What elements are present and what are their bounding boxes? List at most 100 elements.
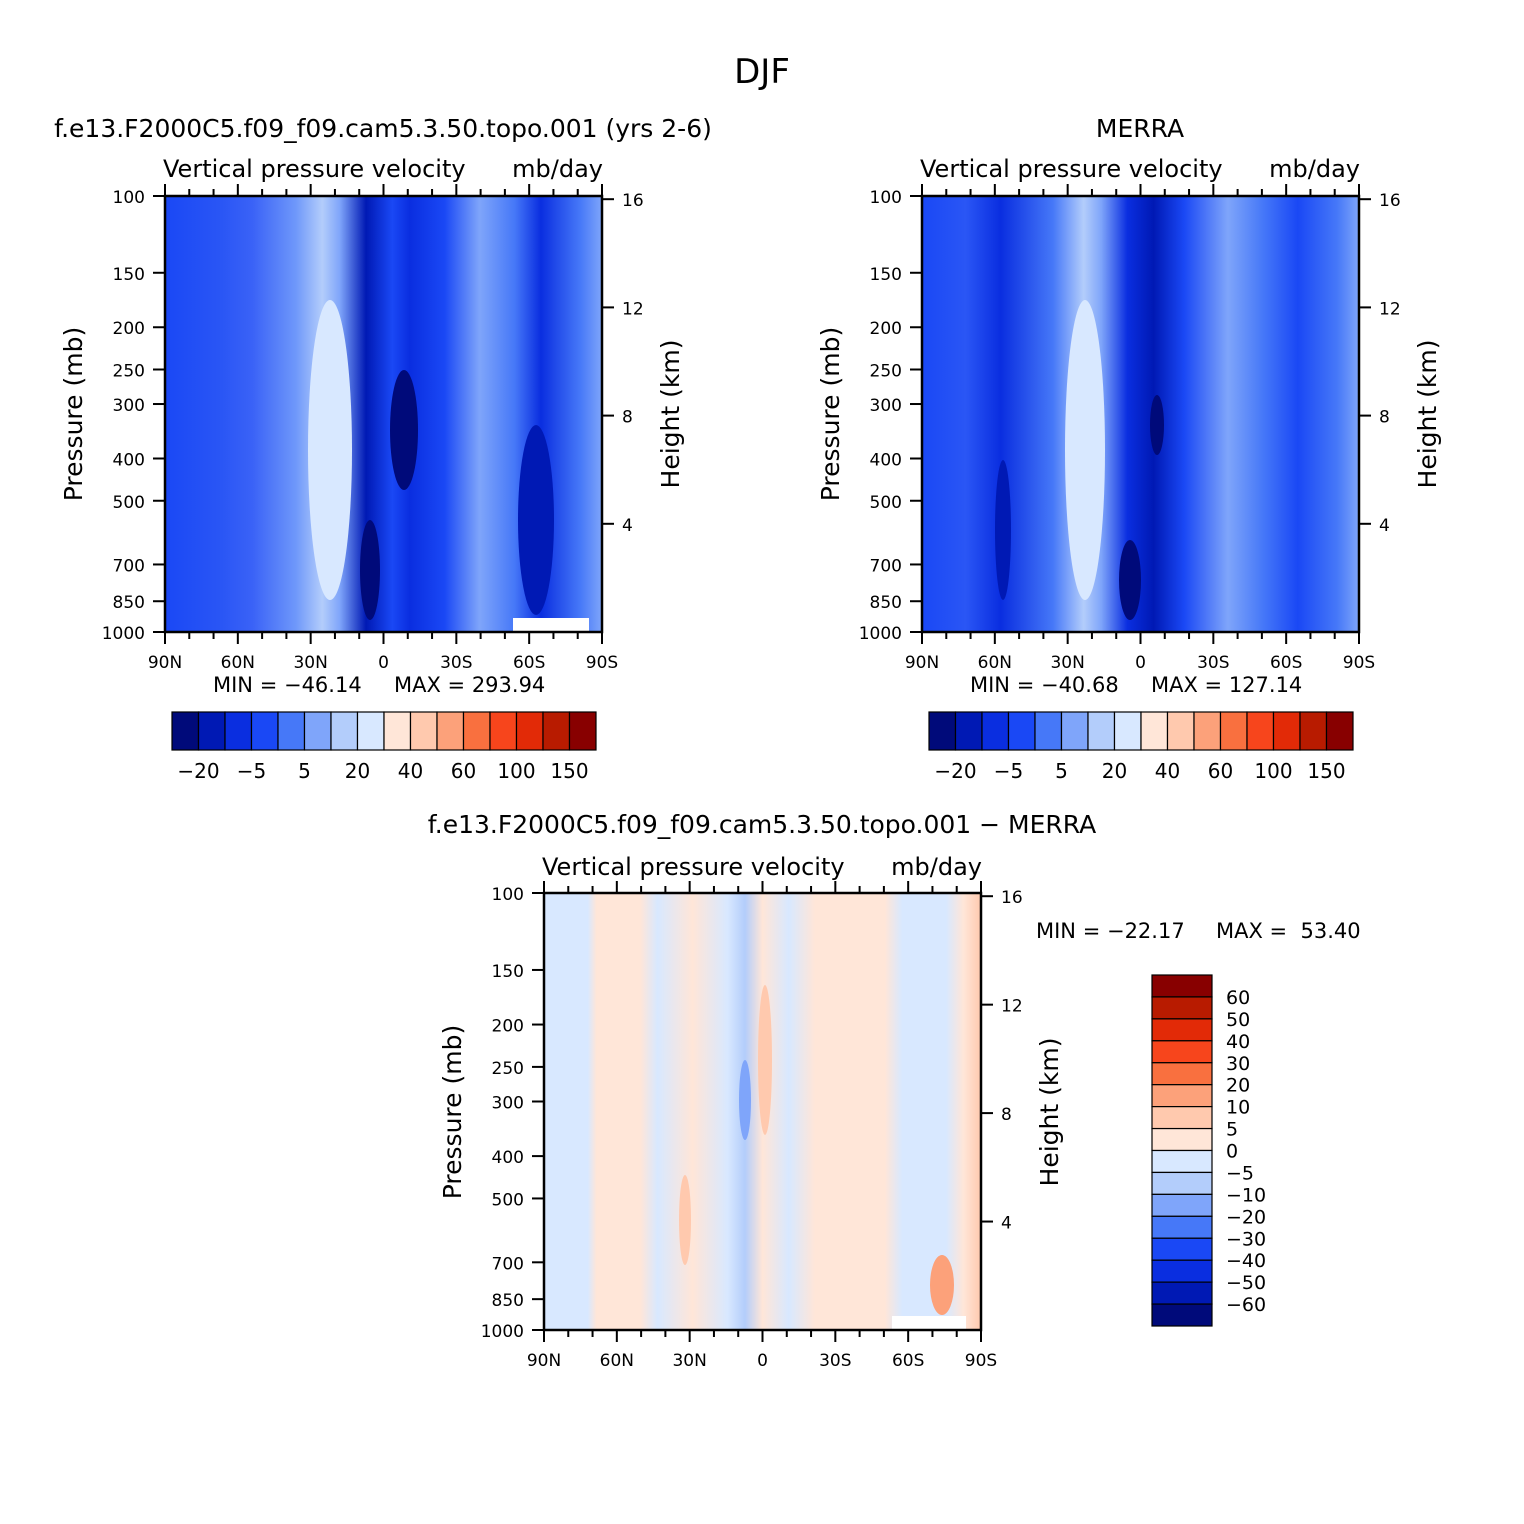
y-axis-label: Pressure (mb) xyxy=(816,327,845,501)
colorbar-swatch xyxy=(171,711,200,751)
x-tick-label: 90N xyxy=(148,653,182,673)
contour-descent-core xyxy=(1119,540,1141,620)
colorbar-label: −5 xyxy=(994,759,1023,783)
colorbar-swatch xyxy=(1151,1018,1213,1042)
y2-tick-label: 12 xyxy=(1379,299,1401,319)
x-tick-label: 60S xyxy=(892,1351,924,1371)
colorbar-labels: −20 −5 5 20 40 60 100 150 xyxy=(177,759,588,783)
y-tick-label: 1000 xyxy=(481,1322,524,1342)
y-axis-label: Pressure (mb) xyxy=(59,327,88,501)
x-tick-label: 30N xyxy=(293,653,327,673)
y-tick-label: 500 xyxy=(492,1190,524,1210)
colorbar-swatch xyxy=(1151,1127,1213,1152)
x-tick-label: 30S xyxy=(1197,653,1229,673)
colorbar-swatch xyxy=(303,711,332,751)
colorbar-swatch xyxy=(1151,996,1213,1020)
y2-axis-ticks: 16 12 8 4 xyxy=(1359,191,1401,536)
min-label: MIN = −46.14 xyxy=(213,673,362,697)
contour-descent-core xyxy=(390,370,418,490)
y2-tick-label: 8 xyxy=(1001,1105,1012,1125)
min-label: MIN = −22.17 xyxy=(1036,919,1185,943)
max-label: MAX = 127.14 xyxy=(1151,673,1302,697)
colorbar xyxy=(928,711,1354,751)
colorbar-label: 50 xyxy=(1226,1009,1250,1031)
colorbar-swatch xyxy=(1113,711,1142,751)
y2-axis-ticks: 16 12 8 4 xyxy=(602,191,644,536)
panel-subtitle-right: mb/day xyxy=(512,155,603,183)
y-tick-label: 250 xyxy=(492,1059,524,1079)
difference-panel: f.e13.F2000C5.f09_f09.cam5.3.50.topo.001… xyxy=(428,810,1361,1371)
colorbar-label: 5 xyxy=(1226,1119,1238,1141)
panel-subtitle-left: Vertical pressure velocity xyxy=(542,853,845,881)
panel-subtitle-left: Vertical pressure velocity xyxy=(920,155,1223,183)
colorbar-label: 5 xyxy=(298,759,311,783)
y2-axis-label: Height (km) xyxy=(1035,1038,1064,1187)
model-panel: f.e13.F2000C5.f09_f09.cam5.3.50.topo.001… xyxy=(54,114,712,783)
colorbar-swatch xyxy=(1151,1171,1213,1195)
colorbar-label: −20 xyxy=(934,759,976,783)
contour-descent-core xyxy=(1150,395,1164,455)
colorbar-label: −5 xyxy=(237,759,266,783)
colorbar-swatch xyxy=(1272,711,1301,751)
y-tick-label: 400 xyxy=(870,450,902,470)
colorbar-swatch xyxy=(1151,1303,1213,1327)
contour-anomaly xyxy=(930,1255,954,1315)
colorbar-swatch xyxy=(1151,1193,1213,1217)
colorbar-swatch xyxy=(250,711,279,751)
colorbar-swatch xyxy=(1151,1149,1213,1174)
contour-descent-core xyxy=(995,460,1011,600)
colorbar-swatch xyxy=(981,711,1010,751)
colorbar-labels: −20 −5 5 20 40 60 100 150 xyxy=(934,759,1345,783)
colorbar-label: 20 xyxy=(345,759,370,783)
colorbar-swatch xyxy=(542,711,571,751)
colorbar-label: 20 xyxy=(1102,759,1127,783)
colorbar-label: 60 xyxy=(1208,759,1233,783)
y-tick-label: 850 xyxy=(113,593,145,613)
y-tick-label: 150 xyxy=(113,265,145,285)
colorbar-swatch xyxy=(1151,1259,1213,1283)
x-tick-label: 30N xyxy=(1050,653,1084,673)
panel-title: MERRA xyxy=(1096,114,1184,143)
colorbar-swatch xyxy=(1151,1040,1213,1064)
colorbar-label: 60 xyxy=(1226,987,1250,1009)
y-tick-label: 400 xyxy=(113,450,145,470)
colorbar-swatch xyxy=(356,711,385,751)
x-axis-ticks: 90N 60N 30N 0 30S 60S 90S xyxy=(527,881,997,1371)
y-tick-label: 1000 xyxy=(859,624,902,644)
colorbar-swatch xyxy=(1034,711,1063,751)
y-tick-label: 500 xyxy=(113,493,145,513)
colorbar-swatch xyxy=(1299,711,1328,751)
y2-tick-label: 4 xyxy=(1379,516,1390,536)
y2-tick-label: 12 xyxy=(622,299,644,319)
y-tick-label: 250 xyxy=(113,362,145,382)
y2-tick-label: 12 xyxy=(1001,997,1023,1017)
x-tick-label: 30S xyxy=(819,1351,851,1371)
contour-ascent-core xyxy=(1065,300,1105,600)
y-tick-label: 700 xyxy=(870,556,902,576)
x-tick-label: 60S xyxy=(513,653,545,673)
colorbar-label: −10 xyxy=(1226,1184,1266,1206)
merra-panel: MERRA Vertical pressure velocity mb/day … xyxy=(816,114,1442,783)
colorbar-label: 0 xyxy=(1226,1141,1238,1163)
contour-anomaly xyxy=(739,1060,751,1140)
colorbar-label: 100 xyxy=(1254,759,1292,783)
colorbar-swatch xyxy=(1140,711,1169,751)
x-tick-label: 0 xyxy=(757,1351,768,1371)
y-tick-label: 300 xyxy=(870,396,902,416)
colorbar-swatch xyxy=(1151,974,1213,998)
colorbar-swatch xyxy=(1151,1215,1213,1239)
y-tick-label: 500 xyxy=(870,493,902,513)
x-tick-label: 60N xyxy=(221,653,255,673)
y-tick-label: 700 xyxy=(492,1254,524,1274)
colorbar-label: 150 xyxy=(1307,759,1345,783)
y2-axis-ticks: 16 12 8 4 xyxy=(981,888,1023,1234)
contour-ascent-core xyxy=(308,300,352,600)
x-tick-label: 0 xyxy=(1135,653,1146,673)
colorbar-swatch xyxy=(409,711,438,751)
y-axis-ticks: 100 150 200 250 300 400 500 700 850 1000 xyxy=(102,188,165,644)
colorbar-swatch xyxy=(1193,711,1222,751)
y2-tick-label: 16 xyxy=(622,191,644,211)
colorbar-label: 5 xyxy=(1055,759,1068,783)
y2-axis-label: Height (km) xyxy=(1413,340,1442,489)
y2-tick-label: 16 xyxy=(1001,888,1023,908)
